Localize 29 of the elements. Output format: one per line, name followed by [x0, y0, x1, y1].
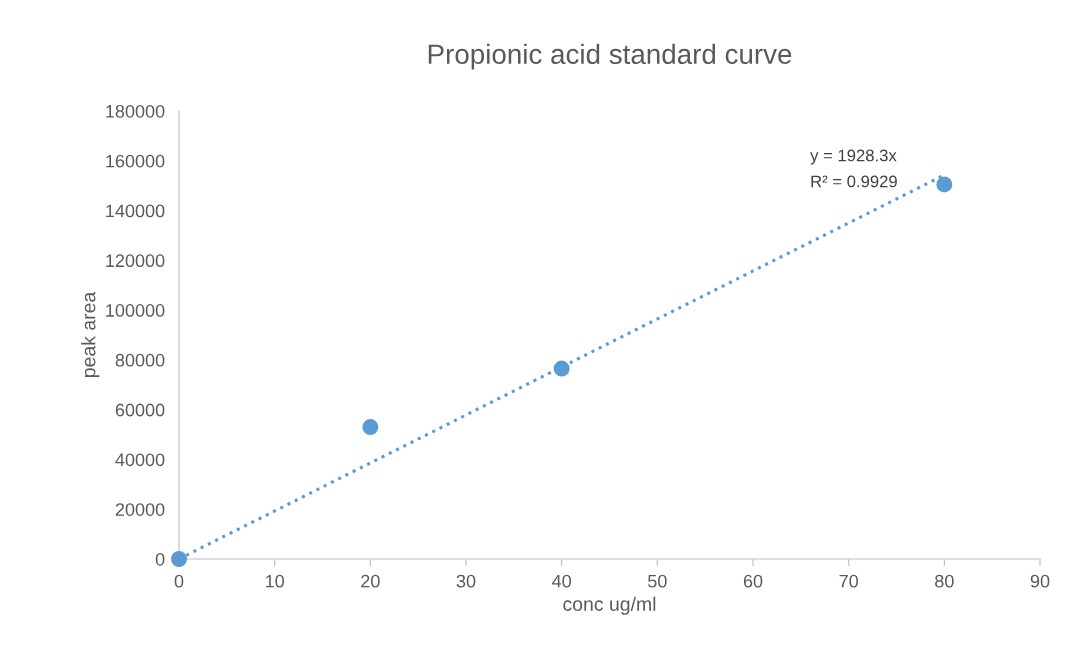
x-tick-label: 60 [743, 574, 763, 588]
point [171, 551, 187, 567]
point [362, 419, 379, 436]
x-tick-label: 90 [1030, 574, 1050, 588]
y-tick-label: 100000 [106, 304, 165, 317]
y-tick-label: 60000 [115, 403, 165, 417]
y-tick-label: 40000 [115, 453, 165, 467]
chart-title: Propionic acid standard curve [428, 43, 792, 70]
annotation: R² = 0.9929 [811, 175, 897, 188]
point [553, 360, 570, 377]
y-tick-label: 120000 [106, 254, 165, 268]
y-tick-label: 20000 [115, 503, 165, 516]
y-tick-label: 80000 [115, 353, 165, 367]
y-tick-label: 0 [155, 552, 165, 566]
y-axis-title: peak area [81, 291, 100, 377]
x-tick-label: 10 [266, 574, 284, 588]
y-tick-label: 160000 [106, 154, 165, 168]
x-tick-label: 50 [648, 574, 667, 588]
x-tick-label: 40 [552, 574, 571, 588]
annotation: y = 1928.3x [810, 149, 897, 165]
point [936, 176, 953, 193]
x-tick-label: 80 [935, 574, 954, 588]
x-axis-title: conc ug/ml [563, 596, 656, 615]
x-tick-label: 70 [839, 574, 858, 588]
y-tick-label: 140000 [106, 204, 165, 218]
x-tick-label: 30 [456, 574, 476, 588]
x-tick-label: 0 [174, 574, 184, 588]
x-tick-label: 20 [361, 574, 380, 588]
y-tick-label: 180000 [106, 104, 165, 118]
